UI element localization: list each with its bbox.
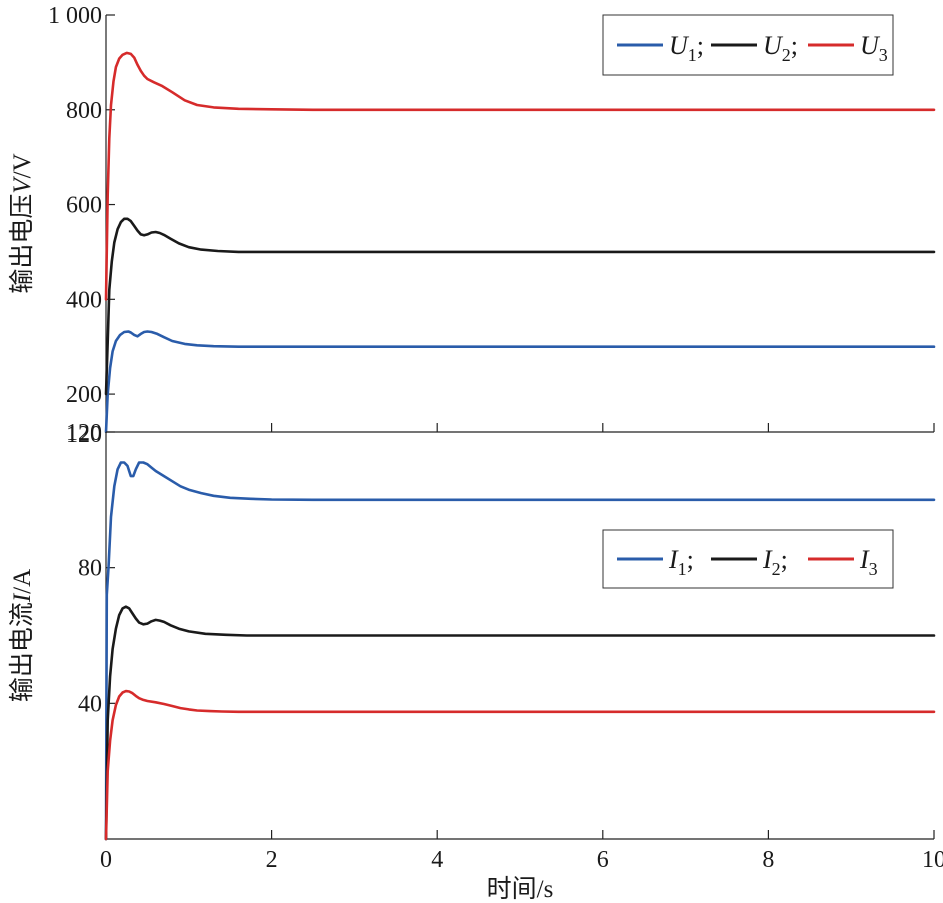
y-tick-label: 1 000 <box>48 3 102 29</box>
voltage-panel: 200 400 600 800 1 000 120 输出电压V/V U1; U2; U3 <box>8 3 936 448</box>
series-line-i3 <box>104 689 936 841</box>
legend-label: U2; <box>763 31 798 65</box>
y-tick-label: 800 <box>66 98 102 124</box>
series-line-u2 <box>104 217 936 396</box>
y-tick-label: 120 <box>66 422 102 448</box>
x-axis-title: 时间/s <box>487 875 554 903</box>
y-axis-title: 输出电流I/A <box>8 569 36 702</box>
legend: I1; I2; I3 <box>602 529 894 589</box>
y-tick-label: 600 <box>66 193 102 219</box>
legend-label: I1; <box>668 545 694 579</box>
y-tick-label: 120 <box>66 420 102 446</box>
series-line-u1 <box>104 330 936 434</box>
series-line-i2 <box>104 605 936 841</box>
y-tick-label: 80 <box>78 556 102 582</box>
x-tick-label: 0 <box>100 847 112 873</box>
legend-label: U3 <box>860 31 888 65</box>
x-tick-label: 8 <box>762 847 774 873</box>
series-line-u3 <box>104 51 936 301</box>
legend-label: I3 <box>859 545 878 579</box>
y-tick-label: 400 <box>66 287 102 313</box>
x-tick-label: 2 <box>266 847 278 873</box>
x-tick-label: 6 <box>597 847 609 873</box>
legend-label: U1; <box>669 31 704 65</box>
series-line-i1 <box>104 461 936 841</box>
x-tick-label: 10 <box>922 847 943 873</box>
current-panel: 0 2 4 6 8 10 40 80 120 输出电流I/A 时间/s I1; I2; I3 <box>8 420 943 903</box>
x-tick-label: 4 <box>431 847 443 873</box>
y-axis-title: 输出电压V/V <box>8 153 36 293</box>
y-tick-label: 40 <box>78 691 102 717</box>
legend-label: I2; <box>762 545 788 579</box>
legend: U1; U2; U3 <box>602 14 894 76</box>
y-tick-label: 200 <box>66 382 102 408</box>
